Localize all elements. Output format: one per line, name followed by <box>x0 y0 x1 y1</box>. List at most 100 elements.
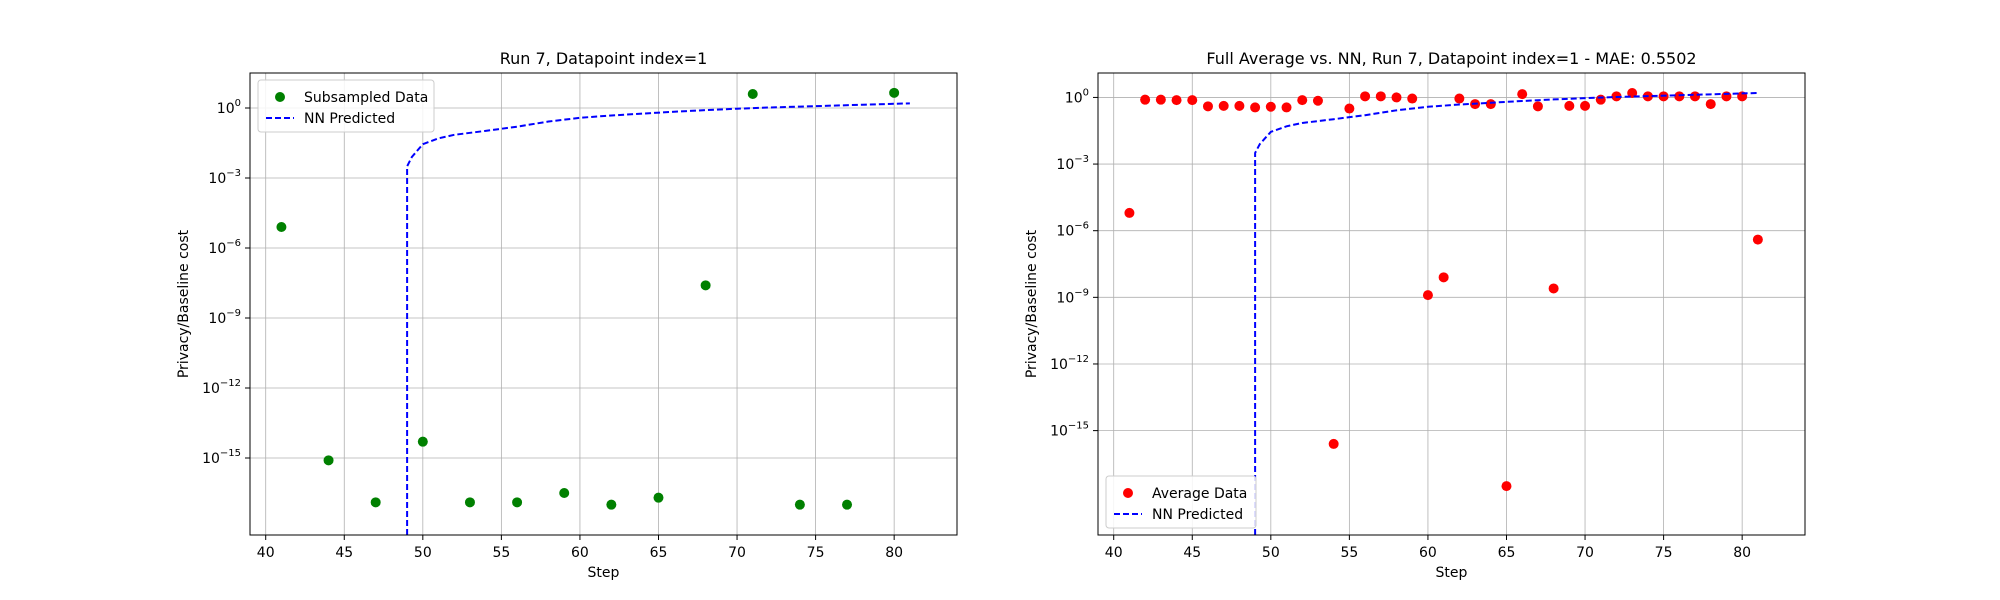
data-point <box>1344 103 1355 114</box>
data-point <box>1438 272 1449 283</box>
axes-frame <box>1097 72 1806 536</box>
legend-label: Subsampled Data <box>304 90 428 106</box>
data-point <box>1407 93 1418 104</box>
y-axis-label: Privacy/Baseline cost <box>1024 229 1040 378</box>
x-tick-label: 45 <box>335 545 353 561</box>
y-axis-label: Privacy/Baseline cost <box>176 229 192 378</box>
data-point <box>1328 438 1339 449</box>
y-tick-label: 10−9 <box>208 308 241 327</box>
data-point <box>653 492 664 503</box>
x-tick-label: 60 <box>571 545 589 561</box>
y-tick-label: 10−9 <box>1056 287 1089 306</box>
data-point <box>1674 91 1685 102</box>
data-point <box>1202 101 1213 112</box>
data-point <box>464 497 475 508</box>
legend-box <box>257 79 435 133</box>
x-axis-label: Step <box>588 565 620 581</box>
x-tick-label: 40 <box>1105 545 1123 561</box>
y-tick-label: 100 <box>1065 87 1089 106</box>
data-point <box>1580 100 1591 111</box>
y-tick-label: 10−15 <box>1050 421 1089 440</box>
y-tick-label: 10−3 <box>208 168 241 187</box>
x-tick-label: 70 <box>728 545 746 561</box>
legend-swatch-marker <box>1123 488 1133 498</box>
y-tick-label: 10−12 <box>202 378 241 397</box>
data-point <box>1140 94 1151 105</box>
y-tick-label: 10−6 <box>208 238 241 257</box>
data-point <box>1595 94 1606 105</box>
data-point <box>417 436 428 447</box>
data-point <box>1721 91 1732 102</box>
data-point <box>1281 102 1292 113</box>
x-tick-label: 65 <box>650 545 668 561</box>
x-tick-label: 75 <box>807 545 825 561</box>
data-point <box>1564 100 1575 111</box>
data-point <box>1360 91 1371 102</box>
data-point <box>1705 99 1716 110</box>
y-tick-label: 10−6 <box>1056 221 1089 240</box>
data-point <box>1124 207 1135 218</box>
grid <box>250 73 957 535</box>
chart-title: Run 7, Datapoint index=1 <box>500 49 708 68</box>
data-point <box>700 280 711 291</box>
chart-panel-2: 40 45 50 55 60 65 70 75 80 100 10−3 10−6 10−9 10−12 10… <box>1024 49 1806 581</box>
x-tick-label: 65 <box>1498 545 1516 561</box>
data-point <box>1265 101 1276 112</box>
x-tick-label: 80 <box>1733 545 1751 561</box>
data-point <box>794 499 805 510</box>
x-tick-label: 60 <box>1419 545 1437 561</box>
data-point <box>1548 283 1559 294</box>
data-point <box>323 455 334 466</box>
data-point <box>559 488 570 498</box>
x-tick-label: 70 <box>1576 545 1594 561</box>
data-point <box>1155 94 1166 105</box>
data-point <box>842 499 853 510</box>
axes-frame <box>249 72 958 536</box>
data-point <box>1297 95 1308 106</box>
plot-area <box>276 87 910 535</box>
data-point <box>1690 91 1701 102</box>
series-line-nn-predicted <box>1254 91 1758 535</box>
data-point <box>1218 100 1229 111</box>
legend-swatch-marker <box>275 92 285 102</box>
data-point <box>1532 101 1543 112</box>
y-tick-label: 10−3 <box>1056 154 1089 173</box>
y-tick-label: 10−12 <box>1050 354 1089 373</box>
x-axis-label: Step <box>1436 565 1468 581</box>
chart-title: Full Average vs. NN, Run 7, Datapoint in… <box>1206 49 1696 68</box>
data-point <box>1234 100 1245 111</box>
legend-label: NN Predicted <box>304 111 395 127</box>
data-point <box>1391 92 1402 103</box>
plot-area <box>1124 87 1763 535</box>
x-tick-label: 55 <box>1340 545 1358 561</box>
x-tick-label: 50 <box>414 545 432 561</box>
y-tick-label: 10−15 <box>202 448 241 467</box>
data-point <box>1454 93 1465 104</box>
x-tick-label: 80 <box>885 545 903 561</box>
grid <box>1098 73 1805 535</box>
legend-label: Average Data <box>1152 486 1247 502</box>
x-tick-label: 75 <box>1655 545 1673 561</box>
legend: Subsampled Data NN Predicted <box>257 79 435 133</box>
legend-box <box>1105 475 1257 529</box>
data-point <box>1187 95 1198 106</box>
x-tick-label: 40 <box>257 545 275 561</box>
x-tick-label: 55 <box>492 545 510 561</box>
legend-label: NN Predicted <box>1152 507 1243 523</box>
data-point <box>1485 99 1496 110</box>
legend: Average Data NN Predicted <box>1105 475 1257 529</box>
chart-panel-1: 40 45 50 55 60 65 70 75 80 100 10−3 10−6 10−9 10−12 10… <box>176 49 958 581</box>
data-point <box>512 497 523 508</box>
y-tick-label: 100 <box>217 98 241 117</box>
data-point <box>1517 89 1528 100</box>
data-point <box>889 87 900 98</box>
data-point <box>606 499 617 510</box>
data-point <box>1752 234 1763 245</box>
data-point <box>276 222 287 232</box>
data-point <box>1422 290 1433 301</box>
x-tick-label: 45 <box>1183 545 1201 561</box>
data-point <box>1171 95 1182 106</box>
x-tick-label: 50 <box>1262 545 1280 561</box>
data-point <box>747 89 758 99</box>
data-point <box>1250 102 1261 113</box>
